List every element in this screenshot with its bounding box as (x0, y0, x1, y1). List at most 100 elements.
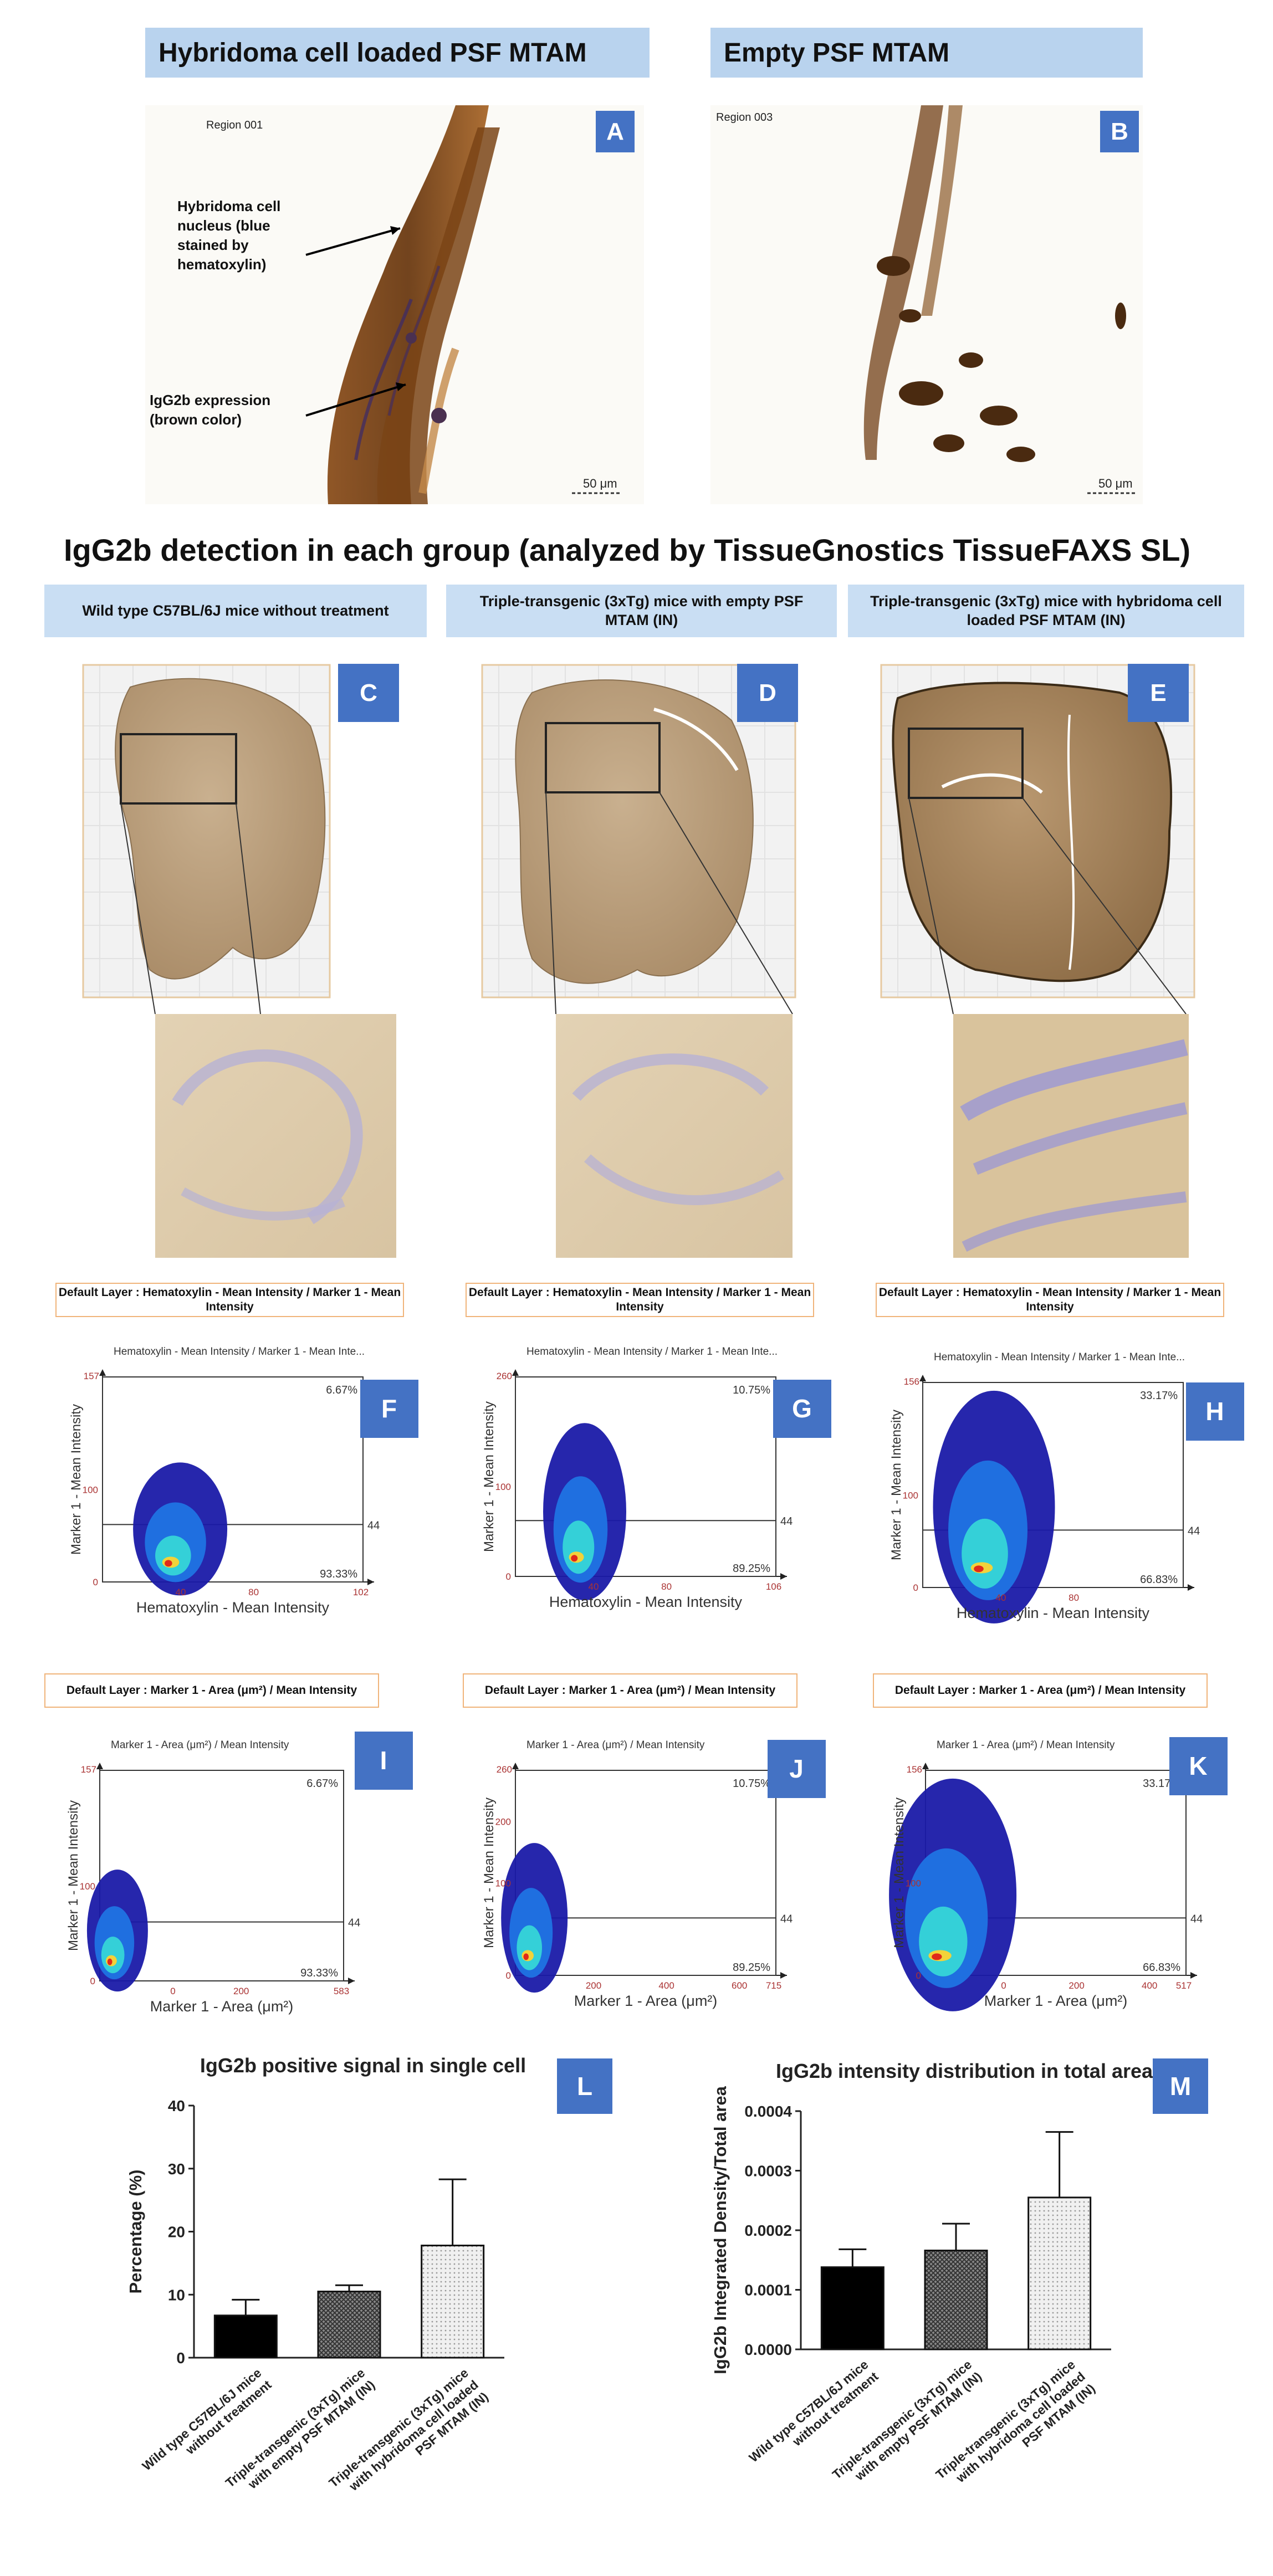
panel-b-micrograph: Region 003 50 μm (710, 105, 1143, 504)
scatter-row2: Marker 1 - Area (μm²) / Mean Intensity 44… (66, 1732, 1228, 2015)
upper-gate-pct: 6.67% (326, 1384, 357, 1396)
x-tick-label: 80 (661, 1581, 672, 1592)
panel-letter-box (768, 1740, 826, 1798)
density-peak (932, 1953, 942, 1960)
scatter-subtitle: Marker 1 - Area (μm²) / Mean Intensity (526, 1739, 705, 1751)
bar (924, 2250, 988, 2350)
chart-title: IgG2b intensity distribution in total ar… (776, 2060, 1153, 2082)
panel-letter: I (380, 1746, 387, 1775)
panel-letter-box (360, 1380, 418, 1438)
y-axis-arrow (512, 1763, 519, 1769)
x-tick-label: 400 (1142, 1980, 1157, 1991)
scatter-row2-header-k: Default Layer : Marker 1 - Area (μm²) / … (873, 1673, 1208, 1708)
group-header-3xtg-empty: Triple-transgenic (3xTg) mice with empty… (446, 585, 837, 637)
gate-region (922, 1382, 1184, 1588)
x-max-label: 102 (353, 1587, 369, 1597)
y-axis-arrow (512, 1369, 519, 1376)
bar (213, 2314, 278, 2359)
density-inner (155, 1535, 191, 1576)
y-axis-arrow (922, 1763, 929, 1769)
y-tick-label: 0 (93, 1577, 98, 1587)
y-tick-label: 0.0004 (744, 2103, 792, 2120)
x-axis-arrow (780, 1573, 787, 1580)
chart-letter: M (1170, 2072, 1191, 2101)
panel-d-letter: D (737, 664, 798, 722)
scatter-subtitle: Hematoxylin - Mean Intensity / Marker 1 … (114, 1346, 365, 1358)
x-axis-label: Marker 1 - Area (μm²) (150, 1998, 294, 2015)
x-max-label: 106 (766, 1581, 781, 1592)
panel-letter-box (1169, 1737, 1228, 1795)
scatter-plot-f: Hematoxylin - Mean Intensity / Marker 1 … (69, 1346, 418, 1616)
y-tick-label: 0.0001 (744, 2282, 792, 2299)
x-tick-label: 200 (586, 1980, 601, 1991)
y-tick-label: 40 (168, 2097, 185, 2114)
panel-letter: G (792, 1394, 812, 1423)
scatter-plot-j: Marker 1 - Area (μm²) / Mean Intensity 44… (482, 1739, 826, 2009)
density-inner (919, 1906, 968, 1976)
panel-e-letter: E (1128, 664, 1189, 722)
lower-gate-pct: 93.33% (320, 1568, 357, 1580)
x-axis-label: Hematoxylin - Mean Intensity (957, 1605, 1150, 1621)
density-cloud (933, 1390, 1055, 1624)
x-tick-label: 600 (732, 1980, 747, 1991)
y-tick-label: 100 (80, 1881, 95, 1892)
density-peak (974, 1565, 984, 1573)
scatter-plot-h: Hematoxylin - Mean Intensity / Marker 1 … (889, 1351, 1244, 1624)
x-tick-label: 0 (170, 1986, 175, 1996)
panel-a-micrograph: Region 001 50 μm (145, 105, 644, 504)
y-max-label: 157 (81, 1764, 96, 1775)
bar-chart-m: IgG2b intensity distribution in total ar… (710, 2058, 1208, 2486)
y-axis-label: IgG2b Integrated Density/Total area (710, 2086, 730, 2374)
density-peak (107, 1958, 113, 1965)
density-inner (101, 1937, 125, 1974)
upper-gate-pct: 10.75% (733, 1384, 770, 1396)
scatter-subtitle: Marker 1 - Area (μm²) / Mean Intensity (937, 1739, 1115, 1751)
y-axis-label: Marker 1 - Mean Intensity (892, 1797, 907, 1948)
panel-letter: J (789, 1754, 804, 1783)
density-cloud (501, 1843, 568, 1993)
lower-gate-pct: 66.83% (1143, 1962, 1180, 1974)
y-tick-label: 0 (176, 2349, 185, 2367)
x-max-label: 517 (1176, 1980, 1192, 1991)
upper-gate-pct: 10.75% (733, 1778, 770, 1790)
y-tick-label: 100 (495, 1482, 511, 1492)
lower-gate-pct: 89.25% (733, 1563, 770, 1575)
bar-chart-l: IgG2b positive signal in single cell L 0 10… (126, 2054, 612, 2494)
y-tick-label: 100 (495, 1878, 511, 1889)
y-axis-label: Marker 1 - Mean Intensity (482, 1401, 497, 1552)
y-max-label: 260 (497, 1371, 512, 1381)
section-title: IgG2b detection in each group (analyzed … (64, 532, 1191, 567)
upper-gate-pct: 6.67% (306, 1778, 338, 1790)
panel-a-scale: 50 μm (583, 477, 617, 490)
panel-a-annotation-nucleus: Hybridoma cell nucleus (blue stained by … (177, 198, 281, 273)
x-tick-label: 200 (1068, 1980, 1084, 1991)
x-axis-label: Hematoxylin - Mean Intensity (549, 1594, 743, 1610)
y-axis-label: Marker 1 - Mean Intensity (69, 1404, 84, 1555)
x-axis-arrow (1190, 1972, 1197, 1979)
scatter-row2-header-i: Default Layer : Marker 1 - Area (μm²) / … (44, 1673, 379, 1708)
y-tick-label: 30 (168, 2160, 185, 2178)
threshold-label: 44 (367, 1519, 380, 1532)
y-max-label: 156 (904, 1376, 919, 1387)
panel-a-title: Hybridoma cell loaded PSF MTAM (145, 28, 650, 78)
lower-gate-pct: 66.83% (1140, 1574, 1178, 1586)
scatter-row2-header-j: Default Layer : Marker 1 - Area (μm²) / … (463, 1673, 797, 1708)
y-tick-label: 0.0003 (744, 2163, 792, 2180)
density-peak (523, 1953, 529, 1960)
y-tick-label: 0 (90, 1976, 95, 1986)
y-tick-label: 100 (903, 1491, 918, 1501)
panel-letter-box (355, 1732, 413, 1790)
bar (317, 2291, 381, 2359)
y-max-label: 156 (907, 1764, 922, 1775)
y-tick-label: 100 (906, 1878, 921, 1889)
chart-letter: L (577, 2072, 592, 2101)
x-axis-arrow (367, 1579, 374, 1585)
y-tick-label: 200 (495, 1817, 511, 1827)
threshold-label: 44 (780, 1913, 793, 1925)
x-tick-label: 0 (1001, 1980, 1006, 1991)
x-axis-label: Marker 1 - Area (μm²) (984, 1993, 1128, 2009)
x-axis-label: Marker 1 - Area (μm²) (574, 1993, 718, 2009)
density-inner (517, 1925, 542, 1970)
y-axis-arrow (96, 1763, 103, 1769)
category-label-line: Wild type C57BL/6J mice (139, 2365, 264, 2473)
